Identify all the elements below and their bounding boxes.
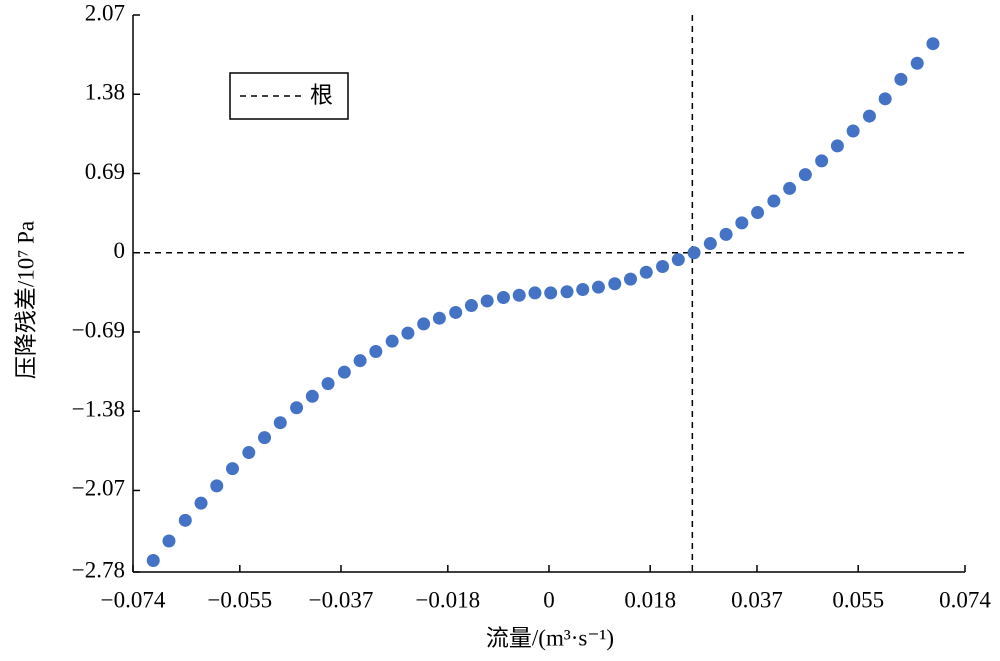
point bbox=[258, 431, 272, 445]
point bbox=[624, 272, 638, 286]
point bbox=[226, 462, 240, 476]
point bbox=[703, 237, 717, 251]
point bbox=[242, 446, 256, 460]
x-tick-label: −0.037 bbox=[309, 587, 374, 612]
point bbox=[846, 124, 860, 138]
y-tick-label: −2.07 bbox=[72, 476, 125, 501]
point bbox=[290, 401, 304, 415]
x-tick-label: 0.018 bbox=[624, 587, 676, 612]
point bbox=[751, 206, 765, 220]
x-tick-label: 0.055 bbox=[832, 587, 884, 612]
point bbox=[608, 277, 622, 291]
point bbox=[194, 496, 208, 510]
point bbox=[480, 294, 494, 308]
point bbox=[512, 288, 526, 302]
point bbox=[464, 299, 478, 313]
point bbox=[910, 56, 924, 70]
x-tick-label: 0 bbox=[543, 587, 555, 612]
point bbox=[862, 109, 876, 123]
x-tick-label: −0.074 bbox=[101, 587, 166, 612]
point bbox=[687, 246, 701, 260]
y-tick-label: 0 bbox=[114, 238, 126, 263]
point bbox=[449, 305, 463, 319]
point bbox=[417, 317, 431, 331]
y-tick-label: −2.78 bbox=[72, 557, 125, 582]
point bbox=[783, 181, 797, 195]
point bbox=[273, 416, 287, 430]
y-axis-label: 压降残差/10⁷ Pa bbox=[13, 221, 38, 379]
point bbox=[894, 72, 908, 86]
x-tick-label: 0.037 bbox=[731, 587, 783, 612]
point bbox=[146, 554, 160, 568]
x-tick-label: −0.018 bbox=[415, 587, 480, 612]
point bbox=[178, 513, 192, 527]
y-tick-label: −1.38 bbox=[72, 396, 125, 421]
y-tick-label: 2.07 bbox=[85, 0, 125, 25]
legend-label: 根 bbox=[310, 82, 333, 107]
point bbox=[432, 311, 446, 325]
point bbox=[353, 354, 367, 368]
y-tick-label: 0.69 bbox=[85, 159, 125, 184]
point bbox=[401, 326, 415, 340]
point bbox=[544, 286, 558, 300]
point bbox=[815, 154, 829, 168]
point bbox=[591, 280, 605, 294]
point bbox=[305, 389, 319, 403]
point bbox=[798, 168, 812, 182]
point bbox=[735, 216, 749, 230]
point bbox=[385, 334, 399, 348]
x-tick-label: 0.074 bbox=[939, 587, 991, 612]
point bbox=[767, 194, 781, 208]
point bbox=[162, 534, 176, 548]
point bbox=[576, 282, 590, 296]
point bbox=[830, 139, 844, 153]
point bbox=[671, 253, 685, 267]
point bbox=[496, 291, 510, 305]
y-tick-label: −0.69 bbox=[72, 317, 125, 342]
point bbox=[337, 365, 351, 379]
point bbox=[926, 37, 940, 51]
point bbox=[369, 344, 383, 358]
x-axis-label: 流量/(m³·s⁻¹) bbox=[486, 625, 614, 650]
point bbox=[210, 479, 224, 493]
point bbox=[639, 265, 653, 279]
point bbox=[719, 227, 733, 241]
point bbox=[656, 260, 670, 274]
point bbox=[321, 377, 335, 391]
point bbox=[560, 285, 574, 299]
y-tick-label: 1.38 bbox=[85, 80, 125, 105]
x-tick-label: −0.055 bbox=[207, 587, 272, 612]
point bbox=[528, 286, 542, 300]
point bbox=[878, 92, 892, 106]
